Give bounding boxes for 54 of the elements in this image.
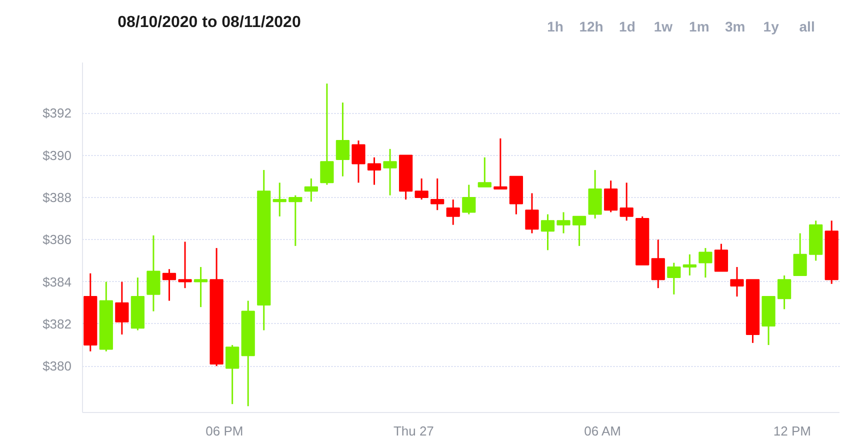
candlestick — [146, 234, 160, 312]
x-tick-label: 06 AM — [584, 424, 622, 438]
y-tick-label: $388 — [42, 190, 72, 205]
candlestick — [178, 240, 192, 289]
text: all — [799, 18, 815, 34]
candlestick — [383, 148, 397, 196]
candlestick — [730, 266, 744, 298]
text: 1d — [619, 18, 636, 34]
candlestick — [682, 254, 696, 276]
candlestick — [446, 198, 460, 226]
text: 1w — [654, 18, 673, 34]
y-tick-label: $384 — [42, 274, 72, 290]
x-tick-label: Thu 27 — [393, 424, 434, 438]
chart-title: 08/10/2020 to 08/11/2020 — [118, 14, 301, 31]
candlestick — [462, 184, 476, 216]
candlestick — [414, 178, 428, 200]
candlestick — [288, 194, 302, 247]
candlestick — [304, 178, 318, 202]
candlestick — [115, 281, 129, 336]
candlestick — [777, 274, 792, 310]
x-tick-label: 06 PM — [206, 424, 244, 438]
candlestick — [226, 344, 240, 405]
candlestick — [793, 232, 807, 276]
candlestick — [336, 102, 350, 178]
candlestick — [430, 178, 444, 211]
candlestick — [478, 156, 492, 188]
y-tick-label: $392 — [42, 106, 72, 121]
candlestick — [272, 182, 286, 218]
text: 12h — [579, 18, 604, 34]
candlestick — [320, 82, 334, 186]
candlestick — [667, 262, 681, 296]
text: 1y — [763, 18, 780, 34]
candlestick — [525, 192, 539, 234]
candlestick — [162, 268, 176, 302]
candlestick — [540, 214, 555, 251]
candlestick — [604, 180, 618, 213]
candlestick — [714, 243, 728, 272]
text: 1m — [689, 18, 710, 34]
y-tick-label: $380 — [42, 358, 72, 374]
x-tick-label: 12 PM — [773, 424, 811, 438]
text: 3m — [725, 18, 746, 34]
candlestick — [620, 182, 634, 222]
y-tick-label: $390 — [42, 148, 72, 163]
candlestick — [698, 247, 712, 278]
candlestick — [494, 138, 508, 190]
y-tick-label: $386 — [42, 232, 72, 248]
candlestick — [367, 156, 382, 186]
candlestick — [572, 216, 586, 247]
y-tick-label: $382 — [42, 316, 72, 332]
text: 1h — [547, 18, 564, 34]
candlestick — [651, 238, 665, 289]
candlestick — [194, 266, 208, 308]
candlestick — [352, 140, 366, 184]
candlestick — [556, 211, 570, 234]
